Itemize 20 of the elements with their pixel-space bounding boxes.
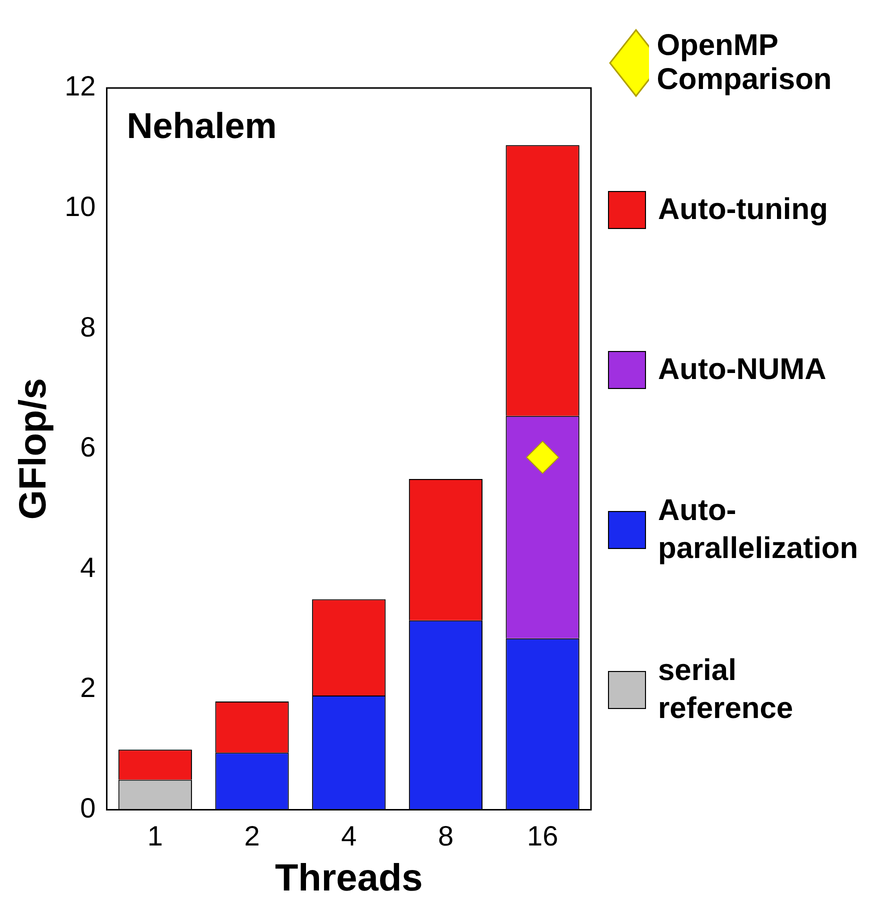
x-tick-label: 4 xyxy=(341,820,357,852)
y-axis-title: GFlop/s xyxy=(12,378,54,520)
x-tick-label: 2 xyxy=(244,820,260,852)
y-tick-label: 4 xyxy=(80,552,96,583)
x-tick-label: 16 xyxy=(526,820,558,852)
x-axis-title: Threads xyxy=(274,858,423,900)
y-tick-label: 2 xyxy=(80,672,96,704)
y-tick-label: 0 xyxy=(80,792,96,824)
legend-label: Auto-NUMA xyxy=(657,352,826,388)
annotation: Nehalem xyxy=(126,104,277,146)
legend-label: Auto-tuning xyxy=(657,192,828,228)
x-tick-label: 1 xyxy=(147,820,163,852)
y-tick-label: 12 xyxy=(64,70,96,102)
x-tick-label: 8 xyxy=(438,820,454,852)
y-tick-label: 6 xyxy=(80,432,96,463)
y-tick-label: 8 xyxy=(80,311,96,342)
legend-label: serial reference xyxy=(657,653,794,727)
y-tick-label: 10 xyxy=(64,191,96,222)
legend-label: Auto-parallelization xyxy=(657,493,860,567)
legend-label: OpenMP Comparison xyxy=(656,29,833,97)
